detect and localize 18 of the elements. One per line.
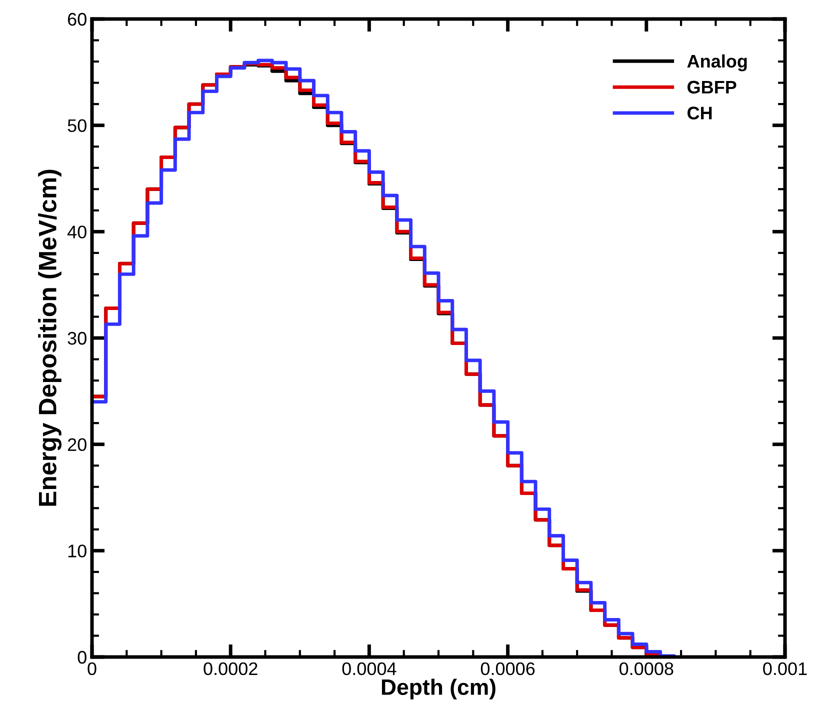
legend-label: Analog (687, 54, 747, 72)
x-tick-label: 0.0008 (619, 662, 674, 676)
legend-label: GBFP (688, 80, 736, 94)
y-tick-label: 30 (68, 332, 86, 345)
y-tick-label: 20 (68, 438, 86, 452)
x-axis-title: Depth (cm) (382, 678, 496, 700)
x-tick-label: 0.0002 (204, 662, 258, 676)
y-tick-label: 60 (68, 12, 86, 26)
x-tick-label: 0.0006 (480, 662, 535, 676)
y-tick-label: 40 (67, 226, 86, 238)
x-tick-label: 0.0004 (342, 662, 396, 676)
x-tick-label: 0.001 (763, 662, 807, 676)
y-axis-title: Energy Deposition (MeV/cm) (38, 170, 62, 506)
y-tick-label: 50 (68, 119, 86, 132)
y-tick-label: 10 (68, 544, 86, 558)
legend-label: CH (688, 106, 712, 120)
x-tick-label: 0 (88, 662, 96, 676)
y-tick-label: 0 (78, 650, 86, 664)
